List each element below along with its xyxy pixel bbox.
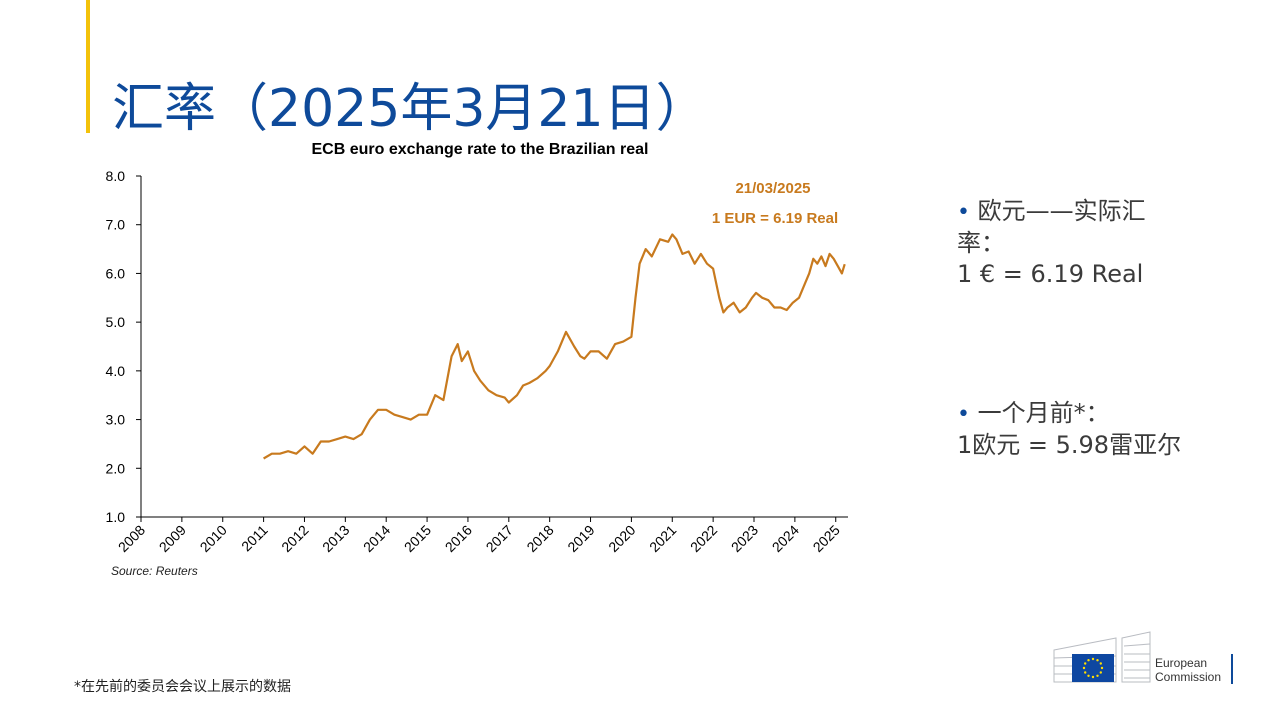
y-tick-label: 3.0 xyxy=(106,412,126,428)
x-tick-label: 2013 xyxy=(319,522,352,555)
x-tick-label: 2024 xyxy=(769,522,802,555)
eu-star-icon xyxy=(1096,674,1099,677)
eu-star-icon xyxy=(1082,666,1086,670)
x-tick-label: 2010 xyxy=(197,522,230,555)
title-accent-bar xyxy=(86,0,90,133)
annotation-value: 1 EUR = 6.19 Real xyxy=(712,210,838,227)
x-tick-label: 2008 xyxy=(115,522,148,555)
chart-title: ECB euro exchange rate to the Brazilian … xyxy=(311,141,649,158)
eu-star-icon xyxy=(1096,659,1099,662)
eu-star-icon xyxy=(1087,674,1090,677)
exchange-rate-chart: 1.0 2.0 3.0 4.0 5.0 6.0 7.0 8.0 2008 2009 2010 2011… xyxy=(106,168,848,555)
bullet-text: 欧元——实际汇 xyxy=(977,197,1146,225)
y-tick-label: 1.0 xyxy=(106,509,126,525)
bullet-text: 1 € = 6.19 Real xyxy=(957,260,1144,288)
bullet-text: 一个月前*： xyxy=(977,399,1110,427)
x-tick-label: 2022 xyxy=(687,522,720,555)
eu-star-icon xyxy=(1084,662,1087,665)
footnote: *在先前的委员会会议上展示的数据 xyxy=(74,679,291,695)
logo-line-2: Commission xyxy=(1155,670,1222,684)
european-commission-logo xyxy=(1053,631,1151,683)
bullet-dot-icon: • xyxy=(957,402,970,427)
eu-star-icon xyxy=(1100,666,1104,670)
x-tick-label: 2015 xyxy=(401,522,434,555)
logo-divider xyxy=(1231,654,1233,684)
y-tick-label: 8.0 xyxy=(106,168,126,184)
eu-stars-icon xyxy=(1082,657,1104,679)
eu-star-icon xyxy=(1099,662,1102,665)
eu-star-icon xyxy=(1099,671,1102,674)
y-tick-label: 4.0 xyxy=(106,363,126,379)
logo-line-1: European xyxy=(1155,656,1208,670)
y-tick-label: 2.0 xyxy=(106,460,126,476)
x-tick-label: 2025 xyxy=(810,522,843,555)
x-tick-label: 2009 xyxy=(156,522,189,555)
bullet-current-rate: • 欧元——实际汇 率： 1 € = 6.19 Real xyxy=(957,196,1207,290)
chart-source: Source: Reuters xyxy=(111,564,198,578)
y-tick-label: 6.0 xyxy=(106,265,126,281)
x-tick-label: 2019 xyxy=(564,522,597,555)
series-line xyxy=(263,233,846,460)
bullet-dot-icon: • xyxy=(957,200,970,225)
annotation-date: 21/03/2025 xyxy=(735,180,810,197)
y-tick-label: 5.0 xyxy=(106,314,126,330)
x-tick-label: 2023 xyxy=(728,522,761,555)
x-tick-label: 2016 xyxy=(442,522,475,555)
eu-star-icon xyxy=(1091,657,1095,661)
y-tick-label: 7.0 xyxy=(106,217,126,233)
logo-text: European Commission xyxy=(1155,656,1221,684)
bullet-text: 率： xyxy=(957,229,1005,257)
bullet-text: 1欧元 = 5.98雷亚尔 xyxy=(957,431,1182,459)
bullet-previous-rate: • 一个月前*： 1欧元 = 5.98雷亚尔 xyxy=(957,398,1237,461)
x-tick-label: 2014 xyxy=(360,522,393,555)
x-tick-label: 2021 xyxy=(646,522,679,555)
x-tick-label: 2011 xyxy=(238,522,271,555)
x-tick-label: 2012 xyxy=(278,522,311,555)
eu-star-icon xyxy=(1091,675,1095,679)
x-tick-label: 2017 xyxy=(483,522,516,555)
eu-star-icon xyxy=(1084,671,1087,674)
x-tick-label: 2020 xyxy=(605,522,638,555)
page-title: 汇率（2025年3月21日） xyxy=(112,79,708,139)
x-tick-label: 2018 xyxy=(523,522,556,555)
eu-star-icon xyxy=(1087,659,1090,662)
